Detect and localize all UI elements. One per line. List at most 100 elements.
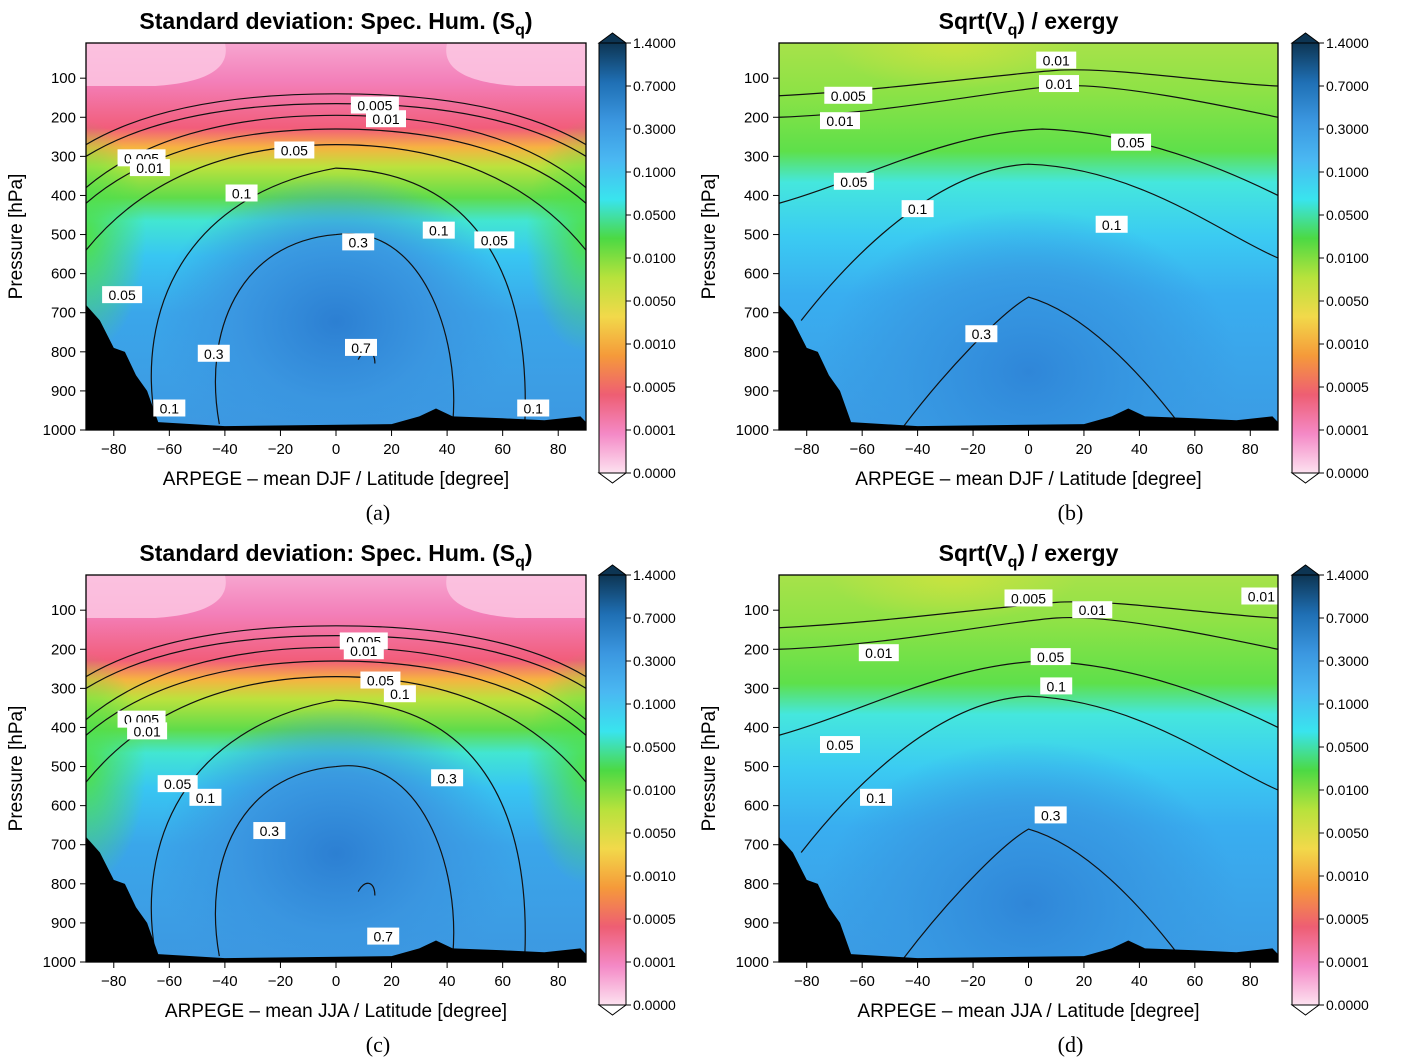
contour-line <box>86 144 586 251</box>
title-main: Standard deviation: Spec. Hum. (S <box>139 8 515 34</box>
x-tick-label: 80 <box>550 441 567 458</box>
field-shade <box>86 575 586 962</box>
contour-line <box>800 163 1278 321</box>
contour-label-box <box>1072 601 1113 619</box>
contour-label-text: 0.05 <box>481 232 508 248</box>
colorbar-top-arrow <box>1290 32 1321 44</box>
y-tick-label: 200 <box>744 641 769 658</box>
contour-label-box <box>383 685 416 703</box>
contour-label-text: 0.01 <box>1248 589 1275 605</box>
contour-label-text: 0.05 <box>164 776 191 792</box>
chart-title: Sqrt(Vq) / exergy <box>939 540 1119 571</box>
contour-label-box <box>157 775 198 793</box>
plot-area: 0.005 0.01 0.01 0.05 0.1 0.05 0.1 0.3 0.01 <box>779 575 1278 962</box>
contour-line <box>150 699 526 955</box>
y-tick-label: 600 <box>744 266 769 283</box>
contour-label-text: 0.1 <box>523 401 543 417</box>
colorbar-tick-label: 0.0005 <box>633 379 676 395</box>
contour-label-text: 0.1 <box>390 686 410 702</box>
y-tick-label: 200 <box>744 109 769 126</box>
colorbar-tick-label: 0.1000 <box>633 164 676 180</box>
contour-label: 0.7 <box>367 927 400 945</box>
contour-label-box <box>127 722 168 740</box>
contour-label-text: 0.05 <box>1117 135 1144 151</box>
y-tick-label: 500 <box>51 227 76 244</box>
contour-line <box>214 765 455 957</box>
title-end: ) <box>525 8 533 34</box>
contour-label-text: 0.01 <box>350 643 377 659</box>
x-tick-label: 60 <box>1186 441 1203 458</box>
contour-label-box <box>1036 51 1077 69</box>
colorbar-tick-label: 0.0000 <box>1326 465 1369 481</box>
orography <box>779 304 1278 430</box>
contour-label: 0.1 <box>901 200 934 218</box>
colorbar-tick-label: 0.0010 <box>1326 336 1369 352</box>
x-tick-label: 0 <box>332 973 340 990</box>
y-tick-label: 300 <box>51 148 76 165</box>
y-tick-label: 900 <box>51 383 76 400</box>
x-tick-label: −40 <box>905 973 930 990</box>
x-tick-label: −60 <box>157 441 182 458</box>
colorbar-tick-label: 0.0005 <box>1326 911 1369 927</box>
contour-line <box>214 233 455 425</box>
panel-a: 0.0050.010.0050.010.050.10.30.10.050.050… <box>6 8 676 525</box>
colorbar-tick-label: 0.3000 <box>633 121 676 137</box>
contour-label-text: 0.01 <box>1043 53 1070 69</box>
x-tick-label: 20 <box>1076 441 1093 458</box>
colorbar-tick-label: 0.0050 <box>633 293 676 309</box>
x-tick-label: 20 <box>1076 973 1093 990</box>
contour-line <box>86 625 586 678</box>
contour-label-text: 0.05 <box>108 287 135 303</box>
colorbar-tick-label: 1.4000 <box>1326 35 1369 51</box>
y-tick-label: 1000 <box>43 954 76 971</box>
panel-caption: (c) <box>366 1032 390 1057</box>
y-tick-label: 900 <box>744 915 769 932</box>
colorbar-tick-label: 0.0500 <box>1326 207 1369 223</box>
contour-label: 0.01 <box>1241 587 1278 605</box>
contour-label: 0.05 <box>1030 648 1071 666</box>
contour-label-text: 0.01 <box>1045 76 1072 92</box>
colorbar-tick-label: 0.0500 <box>1326 739 1369 755</box>
colorbar-body <box>598 42 627 474</box>
contour-label: 0.05 <box>102 286 143 304</box>
title-sub: q <box>1008 554 1018 571</box>
contour-label-box <box>422 221 455 239</box>
colorbar-tick-label: 0.0100 <box>1326 782 1369 798</box>
colorbar: 1.4000 0.7000 0.3000 0.1000 0.0500 0.0100 0.00… <box>1290 32 1369 484</box>
contour-label-text: 0.005 <box>357 98 392 114</box>
contour-label: 0.01 <box>127 722 168 740</box>
contour-label-text: 0.01 <box>865 645 892 661</box>
y-tick-label: 600 <box>51 798 76 815</box>
colorbar-tick-label: 1.4000 <box>1326 567 1369 583</box>
contour-label-text: 0.01 <box>136 160 163 176</box>
x-tick-label: −60 <box>157 973 182 990</box>
x-tick-label: 60 <box>494 973 511 990</box>
contour-label: 0.05 <box>833 172 874 190</box>
contour-label-text: 0.01 <box>133 723 160 739</box>
title-sub: q <box>515 22 525 39</box>
colorbar: 1.4000 0.7000 0.3000 0.1000 0.0500 0.0100 0.00… <box>597 564 676 1016</box>
colorbar: 1.4000 0.7000 0.3000 0.1000 0.0500 0.0100 0.00… <box>597 32 676 484</box>
x-tick-label: −20 <box>268 441 293 458</box>
title-sub: q <box>515 554 525 571</box>
contour-label: 0.1 <box>225 184 258 202</box>
x-tick-label: −80 <box>101 441 126 458</box>
colorbar-tick-label: 0.7000 <box>1326 78 1369 94</box>
contour-label-box <box>819 112 860 130</box>
panel-caption: (d) <box>1058 1032 1084 1057</box>
colorbar-tick-label: 0.1000 <box>633 696 676 712</box>
x-tick-label: 20 <box>383 441 400 458</box>
x-tick-label: −80 <box>794 441 819 458</box>
x-tick-label: −20 <box>268 973 293 990</box>
contour-label-box <box>1004 589 1053 607</box>
x-tick-label: 40 <box>1131 973 1148 990</box>
colorbar-top-arrow <box>597 564 628 576</box>
colorbar-body <box>1291 574 1320 1006</box>
x-tick-label: −60 <box>849 973 874 990</box>
contour-label: 0.05 <box>360 671 401 689</box>
contour-label-box <box>102 286 143 304</box>
colorbar-tick-label: 0.0050 <box>1326 293 1369 309</box>
contour-line <box>779 69 1278 97</box>
colorbar-tick-label: 1.4000 <box>633 567 676 583</box>
